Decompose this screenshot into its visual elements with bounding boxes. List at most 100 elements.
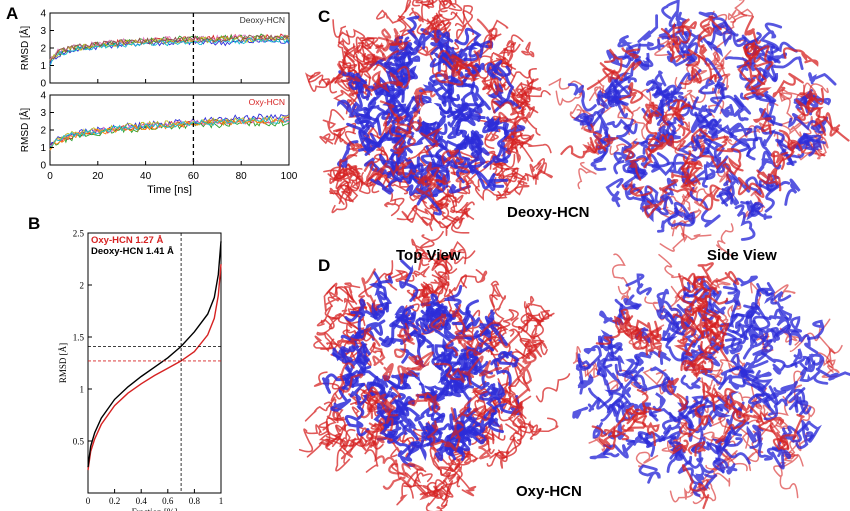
protein-ribbon xyxy=(705,337,743,361)
protein-ribbon xyxy=(399,259,419,302)
protein-ribbon xyxy=(710,270,740,290)
protein-ribbon xyxy=(642,432,666,457)
protein-ribbon xyxy=(342,43,361,65)
protein-ribbon xyxy=(602,440,636,459)
y-tick-label: 3 xyxy=(40,108,46,119)
series-line-5 xyxy=(49,34,290,61)
protein-ribbon xyxy=(496,174,529,201)
protein-ribbon xyxy=(748,392,771,414)
protein-ribbon xyxy=(685,54,717,83)
protein-ribbon xyxy=(611,253,631,291)
protein-ribbon xyxy=(748,327,765,345)
protein-ribbon xyxy=(724,56,751,81)
protein-ribbon xyxy=(422,423,452,443)
protein-ribbon xyxy=(479,321,521,349)
protein-ribbon xyxy=(642,101,662,125)
protein-ribbon xyxy=(344,310,368,334)
protein-ribbon xyxy=(681,224,712,241)
y-axis-label: RMSD [Å] xyxy=(18,108,31,153)
protein-ribbon xyxy=(682,330,706,365)
protein-ribbon xyxy=(727,275,758,295)
protein-ribbon xyxy=(715,457,738,475)
x-axis-label: Fraction [%] xyxy=(132,507,178,511)
protein-ribbon xyxy=(770,150,789,170)
protein-ribbon xyxy=(398,322,414,342)
protein-ribbon xyxy=(669,406,688,440)
protein-ribbon xyxy=(458,81,476,112)
protein-ribbon xyxy=(438,39,452,56)
protein-ribbon xyxy=(692,473,718,498)
protein-ribbon xyxy=(698,11,729,32)
protein-ribbon xyxy=(615,118,634,149)
protein-ribbon xyxy=(642,200,664,219)
protein-ribbon xyxy=(636,155,675,177)
protein-ribbon xyxy=(329,185,359,205)
protein-ribbon xyxy=(642,367,667,388)
protein-ribbon xyxy=(456,476,477,497)
protein-ribbon xyxy=(426,420,444,446)
protein-ribbon xyxy=(726,406,750,437)
protein-ribbon xyxy=(691,65,714,84)
protein-ribbon xyxy=(328,286,355,303)
protein-ribbon xyxy=(469,165,505,190)
protein-ribbon xyxy=(511,302,540,333)
protein-ribbon xyxy=(806,96,840,137)
protein-ribbon xyxy=(742,41,770,63)
protein-ribbon xyxy=(658,179,690,198)
y-tick-label: 1 xyxy=(40,143,46,154)
protein-ribbon xyxy=(380,314,404,348)
protein-ribbon xyxy=(319,131,351,147)
protein-ribbon xyxy=(447,288,462,318)
protein-ribbon xyxy=(723,173,740,197)
y-tick-label: 0 xyxy=(40,161,46,172)
protein-ribbon xyxy=(373,399,394,431)
y-tick-label: 1 xyxy=(40,61,46,72)
y-axis-label: RMSD [Å] xyxy=(58,343,68,383)
protein-ribbon xyxy=(337,25,347,65)
protein-ribbon xyxy=(459,41,479,62)
protein-ribbon xyxy=(361,365,386,396)
protein-ribbon xyxy=(406,15,422,48)
protein-ribbon xyxy=(769,424,790,451)
protein-ribbon xyxy=(619,82,644,104)
protein-ribbon xyxy=(443,323,473,340)
protein-ribbon xyxy=(372,341,386,366)
protein-ribbon xyxy=(490,317,509,343)
protein-ribbon xyxy=(744,15,761,45)
protein-ribbon xyxy=(430,313,447,330)
protein-ribbon xyxy=(772,129,795,168)
protein-ribbon xyxy=(710,94,745,110)
protein-ribbon xyxy=(333,89,357,115)
protein-ribbon xyxy=(602,334,618,381)
protein-ribbon xyxy=(660,25,692,46)
protein-ribbon xyxy=(444,285,470,316)
protein-ribbon xyxy=(346,107,372,132)
protein-ribbon xyxy=(450,100,484,120)
protein-ribbon xyxy=(363,160,388,182)
protein-ribbon xyxy=(454,327,474,349)
protein-ribbon xyxy=(813,115,850,142)
y-tick-label: 3 xyxy=(40,26,46,37)
protein-ribbon xyxy=(411,0,435,8)
protein-ribbon xyxy=(358,298,385,321)
protein-ribbon xyxy=(621,179,653,197)
protein-ribbon xyxy=(639,38,665,51)
protein-ribbon xyxy=(339,428,362,447)
protein-ribbon xyxy=(620,308,632,329)
protein-ribbon xyxy=(450,390,488,423)
protein-ribbon xyxy=(715,416,746,444)
protein-ribbon xyxy=(514,180,530,196)
protein-ribbon xyxy=(438,88,458,115)
protein-ribbon xyxy=(517,418,534,434)
protein-ribbon xyxy=(332,127,346,145)
protein-ribbon xyxy=(641,185,669,211)
protein-ribbon xyxy=(756,168,777,185)
protein-ribbon xyxy=(758,416,785,433)
protein-ribbon xyxy=(661,0,680,28)
y-axis-label: RMSD [Å] xyxy=(18,26,31,71)
protein-ribbon xyxy=(588,382,623,410)
protein-ribbon xyxy=(673,98,690,121)
protein-ribbon xyxy=(408,354,423,370)
protein-ribbon xyxy=(361,37,376,64)
protein-ribbon xyxy=(663,84,684,102)
